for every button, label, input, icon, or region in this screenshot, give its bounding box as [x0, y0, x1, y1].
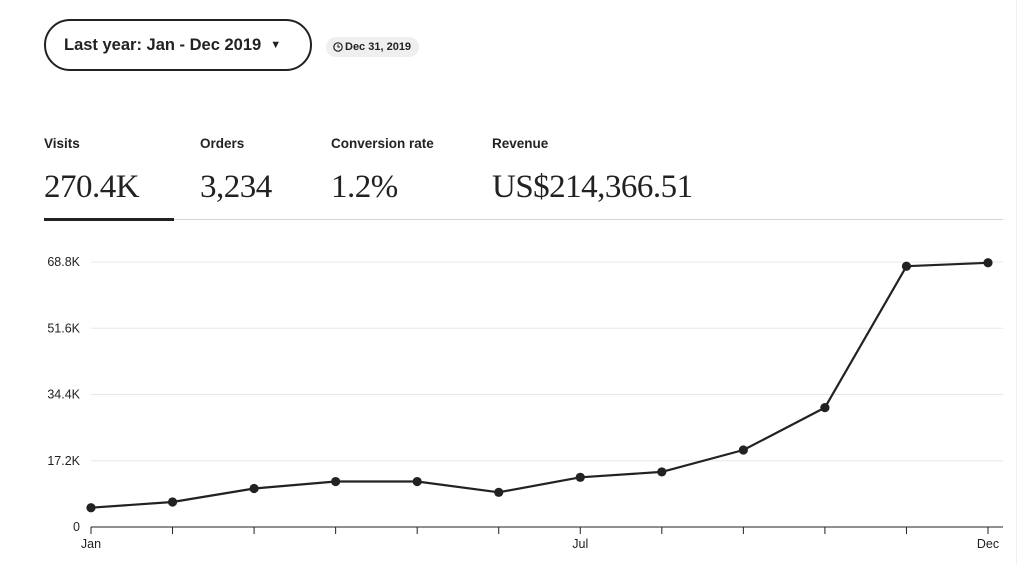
visits-line-chart: 0 17.2K 34.4K 51.6K 68.8K Jan Jul Dec: [47, 255, 1003, 551]
metric-label: Orders: [200, 136, 245, 151]
y-tick-label: 51.6K: [47, 321, 80, 335]
metric-value: 1.2%: [331, 169, 398, 205]
caret-down-icon: ▼: [270, 39, 282, 51]
data-point: [901, 261, 912, 271]
metric-orders[interactable]: Orders 3,234: [200, 136, 272, 206]
x-tick-label: Dec: [977, 537, 999, 551]
data-point: [331, 476, 341, 487]
metric-tabs-divider: [44, 219, 1003, 220]
date-range-dropdown[interactable]: Last year: Jan - Dec 2019 ▼: [44, 19, 312, 71]
metric-label: Conversion rate: [331, 136, 434, 151]
x-tick-label: Jan: [81, 537, 101, 551]
active-tab-indicator: [44, 218, 174, 221]
y-tick-label: 34.4K: [47, 388, 80, 402]
date-range-label: Last year: Jan - Dec 2019: [64, 35, 262, 54]
data-point: [86, 503, 96, 513]
clock-icon: [333, 42, 343, 52]
visits-series-line: [90, 261, 989, 509]
data-point: [249, 483, 259, 494]
data-point: [738, 445, 748, 455]
metric-value: 270.4K: [44, 169, 140, 205]
y-tick-label: 68.8K: [47, 255, 80, 269]
metric-revenue[interactable]: Revenue US$214,366.51: [492, 136, 693, 206]
metric-value: 3,234: [200, 169, 272, 205]
data-point: [167, 497, 178, 507]
metric-conversion-rate[interactable]: Conversion rate 1.2%: [331, 136, 434, 206]
data-point: [412, 476, 422, 487]
metric-label: Visits: [44, 136, 80, 151]
y-tick-label: 0: [73, 520, 80, 534]
data-point: [575, 472, 585, 482]
panel-right-border: [1016, 0, 1017, 565]
x-tick-label: Jul: [572, 537, 588, 551]
date-badge-text: Dec 31, 2019: [345, 41, 412, 53]
metric-label: Revenue: [492, 136, 549, 151]
metric-visits[interactable]: Visits 270.4K: [44, 136, 140, 206]
data-point: [983, 258, 993, 268]
metric-value: US$214,366.51: [492, 169, 693, 205]
date-badge: Dec 31, 2019: [326, 37, 420, 57]
data-point: [820, 402, 830, 413]
data-point: [494, 487, 504, 497]
data-point: [657, 467, 667, 477]
y-tick-label: 17.2K: [47, 454, 80, 468]
